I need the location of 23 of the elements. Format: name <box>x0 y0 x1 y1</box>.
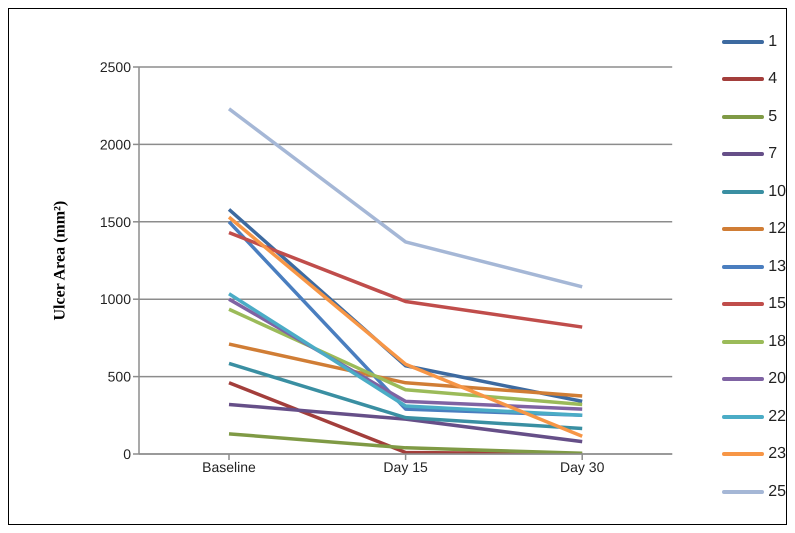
y-tick-label: 1500 <box>100 214 132 230</box>
x-tick-label: Day 15 <box>383 458 428 475</box>
legend-label: 5 <box>768 106 778 126</box>
y-axis-title: Ulcer Area (mm²) <box>52 200 69 320</box>
legend-label: 12 <box>768 219 786 239</box>
x-tick-label: Day 30 <box>560 458 605 475</box>
legend-label: 4 <box>768 69 778 89</box>
legend-label: 25 <box>768 482 786 502</box>
legend-label: 23 <box>768 444 786 464</box>
legend-label: 20 <box>768 369 786 389</box>
legend-label: 10 <box>768 182 786 202</box>
y-tick-label: 500 <box>108 368 132 385</box>
legend-label: 1 <box>768 32 778 52</box>
legend-label: 13 <box>768 256 786 276</box>
x-tick-label: Baseline <box>202 458 256 475</box>
y-tick-label: 0 <box>123 446 132 462</box>
legend-label: 7 <box>768 144 778 164</box>
y-tick-label: 1000 <box>100 291 132 308</box>
legend-label: 22 <box>768 406 786 426</box>
y-tick-label: 2500 <box>100 58 132 75</box>
y-tick-label: 2000 <box>100 136 132 152</box>
legend-label: 15 <box>768 294 786 314</box>
legend-label: 18 <box>768 332 786 352</box>
